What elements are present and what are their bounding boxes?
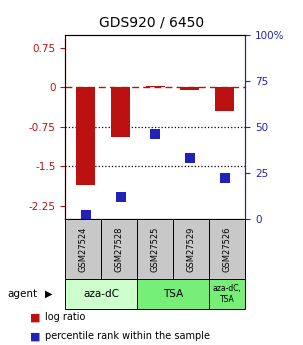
Point bbox=[222, 176, 227, 181]
Text: log ratio: log ratio bbox=[45, 313, 86, 322]
Text: GSM27525: GSM27525 bbox=[151, 227, 160, 272]
Text: GSM27526: GSM27526 bbox=[223, 227, 232, 272]
Text: GSM27529: GSM27529 bbox=[187, 227, 196, 272]
Text: GSM27528: GSM27528 bbox=[115, 227, 124, 272]
Text: percentile rank within the sample: percentile rank within the sample bbox=[45, 332, 211, 341]
Point bbox=[118, 194, 123, 200]
Bar bbox=[146, 86, 165, 87]
Text: ▶: ▶ bbox=[45, 289, 52, 299]
Bar bbox=[180, 87, 199, 90]
Text: ■: ■ bbox=[30, 313, 40, 322]
Text: ■: ■ bbox=[30, 332, 40, 341]
Bar bbox=[76, 87, 95, 185]
Text: TSA: TSA bbox=[163, 289, 183, 299]
Text: aza-dC: aza-dC bbox=[83, 289, 119, 299]
Text: aza-dC,
TSA: aza-dC, TSA bbox=[213, 284, 242, 304]
Text: GSM27524: GSM27524 bbox=[79, 227, 88, 272]
Text: GDS920 / 6450: GDS920 / 6450 bbox=[99, 16, 204, 30]
Text: agent: agent bbox=[8, 289, 38, 299]
Point bbox=[188, 155, 192, 161]
Bar bbox=[215, 87, 234, 111]
Bar bbox=[111, 87, 130, 137]
Point bbox=[153, 131, 158, 137]
Point bbox=[84, 213, 88, 218]
